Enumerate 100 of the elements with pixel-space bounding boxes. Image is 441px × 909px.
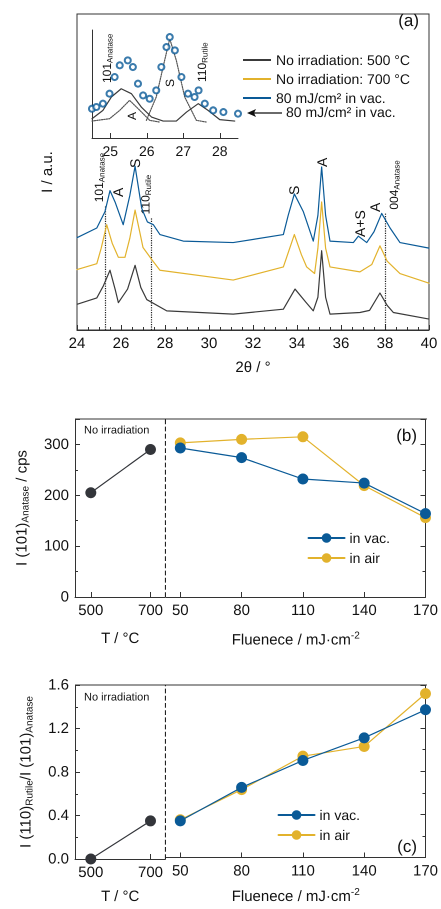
x-tick-label: 500 <box>78 602 104 619</box>
point <box>152 86 160 94</box>
point <box>200 100 209 108</box>
y-axis-title: I (110)Rutile/I (101)Anatase <box>18 696 36 848</box>
x-tick-label: 26 <box>138 143 155 159</box>
x-tick-label: 34 <box>288 335 306 352</box>
annotation: S <box>163 78 177 87</box>
y-tick-label: 200 <box>44 486 69 504</box>
annotation: S <box>127 158 143 168</box>
x-tick-label: 27 <box>175 143 192 159</box>
point <box>124 56 132 64</box>
annotation: No irradiation <box>84 424 150 436</box>
point <box>236 434 248 445</box>
x-tick-label: 170 <box>412 602 438 619</box>
legend-label: in air <box>350 550 380 566</box>
annotation: A <box>110 187 126 197</box>
point <box>92 103 100 112</box>
x-tick-label: 170 <box>412 862 438 880</box>
legend-label: No irradiation: 700 °C <box>276 71 410 87</box>
x-tick-label: 140 <box>352 862 377 880</box>
x-tick-label: 26 <box>112 335 130 352</box>
legend-label: in air <box>320 827 350 843</box>
point <box>170 46 179 54</box>
point <box>297 474 308 485</box>
point <box>420 508 431 520</box>
point <box>234 110 242 118</box>
y-tick-label: 0 <box>60 588 69 606</box>
annotation: A <box>125 112 139 120</box>
annotation: A <box>367 202 383 212</box>
y-axis-title: I (101)Anatase / cps <box>14 450 32 566</box>
point <box>219 108 228 116</box>
point <box>166 33 174 42</box>
y-tick-label: 0.4 <box>48 807 69 824</box>
y-tick-label: 0.0 <box>48 850 69 868</box>
y-tick-label: 1.6 <box>48 676 69 694</box>
x-tick-label: 110 <box>290 862 315 880</box>
point <box>128 63 137 72</box>
x-tick-label: 28 <box>156 335 174 352</box>
annotation: (c) <box>397 837 418 856</box>
point <box>139 91 148 100</box>
x-tick-label: 110 <box>290 602 315 619</box>
point <box>297 431 308 442</box>
x-tick-label: 700 <box>138 602 163 619</box>
x-tick-label: 500 <box>78 864 104 881</box>
legend-label: in vac. <box>320 807 360 823</box>
x-tick-label: 32 <box>244 335 262 352</box>
point <box>174 442 186 454</box>
point <box>236 782 248 793</box>
y-tick-label: 100 <box>44 538 69 555</box>
point <box>236 452 248 464</box>
point <box>358 732 370 744</box>
annotation: A <box>314 157 330 167</box>
ref-line-label: 110Rutile <box>138 174 154 214</box>
point <box>146 94 154 103</box>
x-tick-label: 38 <box>376 335 394 352</box>
point <box>190 93 199 102</box>
point <box>177 73 186 82</box>
annotation: 110Rutile <box>195 42 210 82</box>
y-tick-label: 300 <box>44 436 69 453</box>
point <box>110 73 119 82</box>
point <box>420 704 431 716</box>
annotation: S <box>286 186 302 195</box>
x-tick-label: 40 <box>420 335 438 352</box>
x-tick-label: 28 <box>212 143 228 159</box>
y-axis-title: I / a.u. <box>39 151 56 193</box>
x-tick-label: 50 <box>172 602 189 619</box>
x-axis-title: 2θ / ° <box>235 359 271 376</box>
point <box>358 478 370 489</box>
point <box>116 61 124 70</box>
x-tick-label: 80 <box>233 862 250 880</box>
text: 80 mJ/cm² in vac. <box>286 104 396 120</box>
point <box>157 63 166 72</box>
point <box>420 688 431 700</box>
point <box>98 100 107 108</box>
ref-line-label: 004Anatase <box>387 160 402 210</box>
x-axis-title: T / °C <box>101 888 140 905</box>
x-tick-label: 50 <box>172 862 189 880</box>
y-tick-label: 0.8 <box>48 764 69 780</box>
point <box>184 90 192 98</box>
annotation: No irradiation <box>84 692 150 704</box>
point <box>297 754 308 766</box>
point <box>134 80 142 88</box>
annotation: (b) <box>396 426 418 445</box>
legend-label: 80 mJ/cm² in vac. <box>276 90 386 106</box>
annotation: 101Anatase <box>100 33 114 83</box>
legend-label: No irradiation: 500 °C <box>276 52 410 68</box>
x-tick-label: 36 <box>332 335 350 352</box>
legend-label: in vac. <box>350 530 390 546</box>
point <box>106 90 114 98</box>
x-tick-label: 140 <box>352 602 377 619</box>
x-tick-label: 30 <box>200 335 218 352</box>
point <box>162 43 170 52</box>
point <box>194 86 203 94</box>
point <box>209 106 218 114</box>
text: (a) <box>398 11 420 30</box>
x-tick-label: 24 <box>68 335 86 352</box>
x-tick-label: 700 <box>138 864 163 881</box>
x-tick-label: 80 <box>233 602 250 619</box>
y-tick-label: 1.2 <box>48 720 69 737</box>
annotation: A+S <box>352 210 368 237</box>
